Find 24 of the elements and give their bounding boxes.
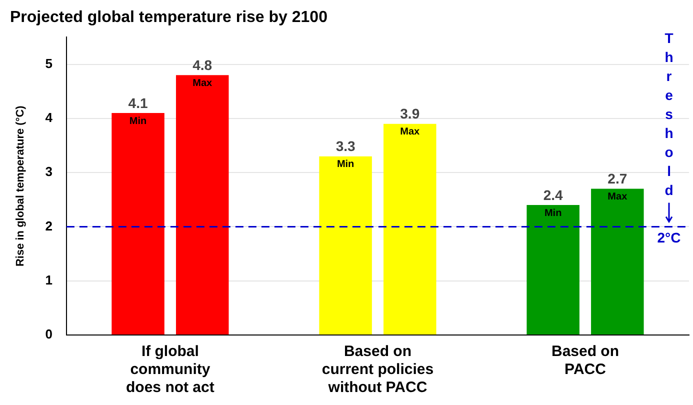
text: Max: [192, 78, 212, 89]
series-label: Max: [608, 192, 628, 203]
y-axis-title: Rise in global temperature (°C): [14, 105, 27, 267]
data-label: 4.1: [128, 94, 148, 111]
y-tick-label: 4: [45, 110, 54, 125]
data-label: 2.7: [608, 170, 628, 187]
x-tick-label: Based on current policies without PACC: [322, 343, 434, 396]
chart-title: Projected global temperature rise by 2100: [10, 9, 328, 26]
data-label: 3.3: [336, 138, 356, 154]
y-tick-label: 1: [45, 272, 52, 288]
data-label: 4.8: [192, 56, 212, 73]
text: Threshold 2°C: [657, 30, 681, 246]
text: Max: [400, 126, 420, 138]
text: Min: [336, 159, 354, 170]
y-tick-label: 2: [45, 218, 52, 234]
data-label: 3.9: [400, 106, 420, 122]
x-tick-label: Based on PACC: [551, 343, 619, 378]
y-tick-label: 5: [45, 56, 52, 71]
y-tick-label: 3: [45, 164, 52, 180]
x-tick-label: If global community does not act: [126, 343, 214, 396]
y-tick-label: 0: [45, 326, 52, 342]
data-label: 2.4: [543, 186, 564, 203]
text: Min: [544, 208, 562, 219]
series-label: Min: [129, 116, 147, 127]
